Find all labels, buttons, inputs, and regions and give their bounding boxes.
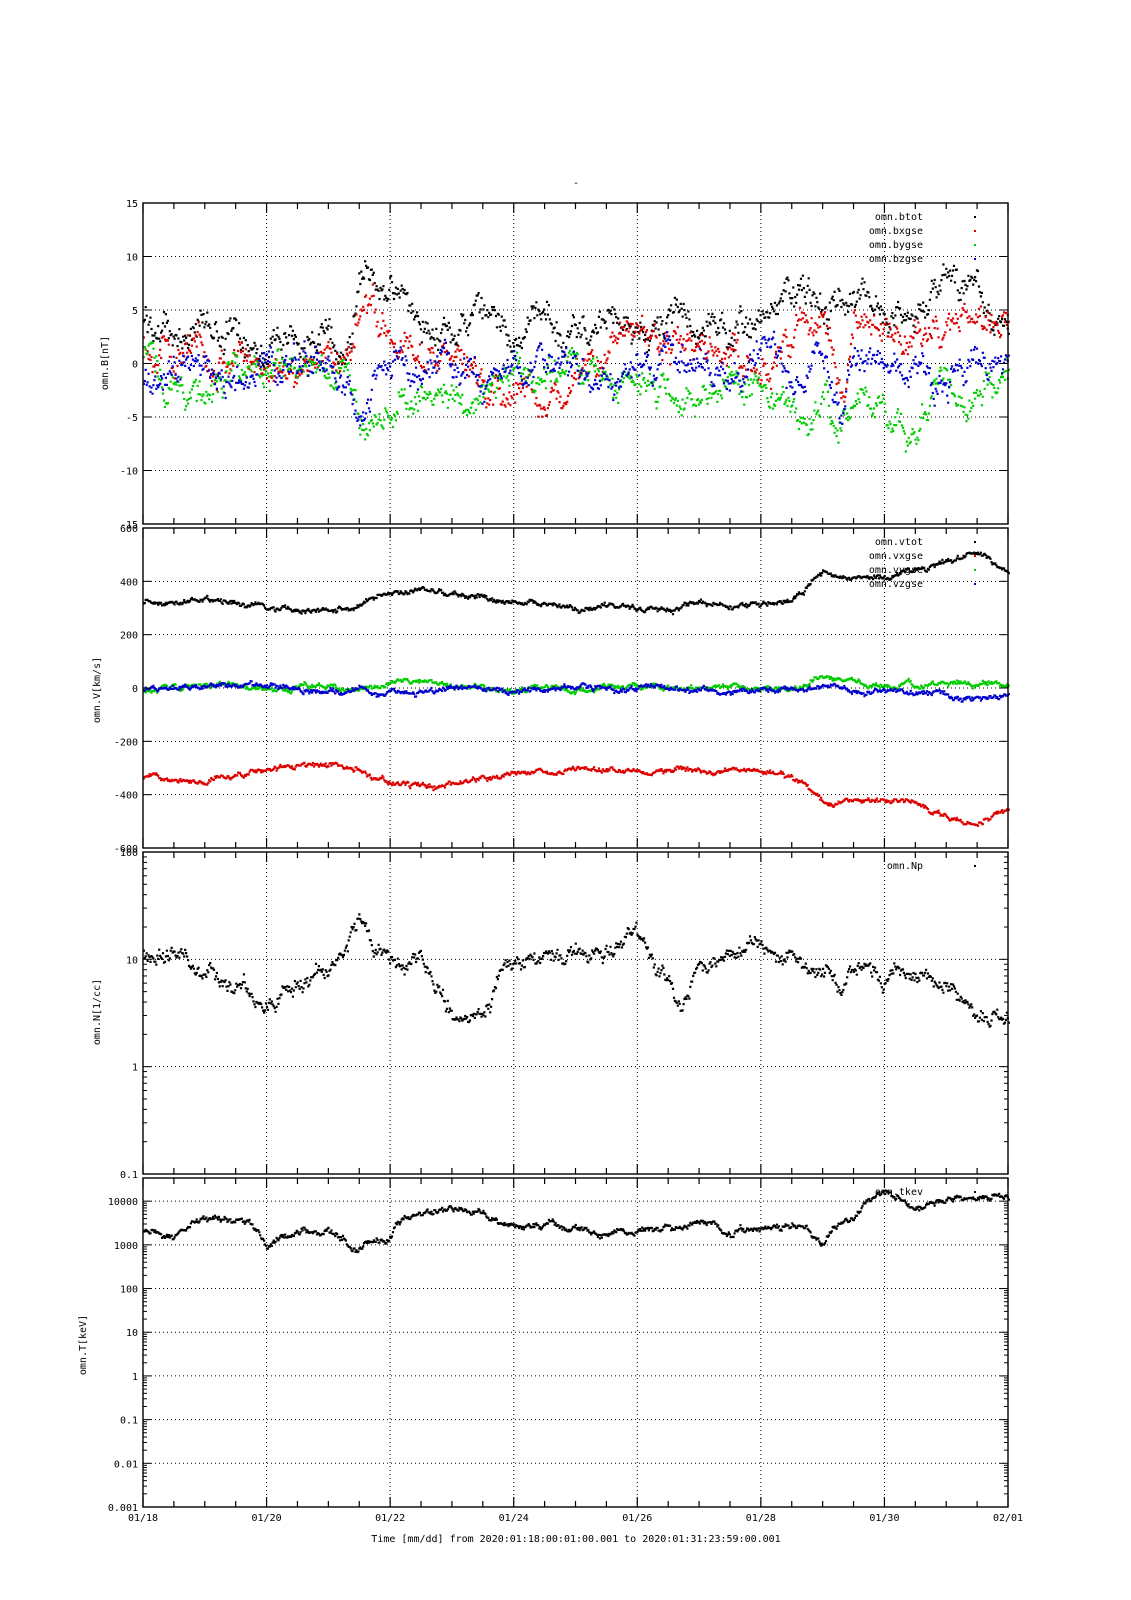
y-tick-label: 600 [120, 524, 138, 535]
legend-marker [974, 569, 976, 571]
ylabel-t: omn.T[keV] [78, 1315, 89, 1375]
legend-label: omn.tkev [875, 1187, 923, 1198]
y-tick-label: 0 [132, 360, 138, 371]
series-points-omn-vxgse [142, 761, 1010, 827]
x-tick-label: 01/24 [499, 1513, 529, 1524]
y-tick-label: -10 [120, 467, 138, 478]
y-tick-label: 10 [126, 955, 138, 966]
legend-b: omn.btot omn.bxgse omn.bygse omn.bzgse [869, 212, 976, 265]
x-tick-label: 01/30 [869, 1513, 899, 1524]
panel-b: 15 10 5 0 -5 -10 -15 omn.B[nT] omn.btot omn.bxg… [100, 199, 1010, 531]
series-points-omn-btot [142, 260, 1010, 368]
y-tick-label: 10 [126, 1328, 138, 1339]
y-tick-label: 1 [132, 1372, 138, 1383]
ticks-v [142, 527, 1009, 849]
series-points-omn-tkev [142, 1189, 1010, 1254]
y-tick-label: 400 [120, 577, 138, 588]
y-tick-label: 10000 [108, 1197, 138, 1208]
grid-t [143, 1178, 1008, 1507]
legend-marker [974, 216, 976, 218]
series-points-omn-vzgse [142, 680, 1010, 703]
y-tick-label: -600 [114, 844, 138, 855]
y-tick-label: 1 [132, 1063, 138, 1074]
series-points-omn-vtot [142, 551, 1010, 616]
y-tick-label: 0.01 [114, 1459, 138, 1470]
y-tick-label: 5 [132, 306, 138, 317]
legend-t: omn.tkev [875, 1187, 976, 1198]
data-b [142, 260, 1010, 453]
y-tick-label: 100 [120, 848, 138, 859]
legend-n: omn.Np [887, 861, 976, 872]
x-tick-label: 01/18 [128, 1513, 158, 1524]
panel-n: 100 10 1 0.1 omn.N[1/cc] omn.Np [92, 848, 1010, 1181]
ylabel-b: omn.B[nT] [100, 336, 111, 390]
legend-label: omn.vzgse [869, 579, 923, 590]
legend-label: omn.vygse [869, 565, 923, 576]
x-tick-label: 01/26 [622, 1513, 652, 1524]
legend-label: omn.bxgse [869, 226, 923, 237]
ylabel-v: omn.V[km/s] [92, 657, 103, 723]
legend-marker [974, 258, 976, 260]
legend-label: omn.bygse [869, 240, 923, 251]
data-t [142, 1189, 1010, 1254]
y-tick-label: 1000 [114, 1241, 138, 1252]
data-v [142, 551, 1010, 827]
legend-marker [974, 865, 976, 867]
y-tick-labels-t: 10000 1000 100 10 1 0.1 0.01 0.001 [108, 1197, 138, 1514]
legend-v: omn.vtot omn.vxgse omn.vygse omn.vzgse [869, 537, 976, 590]
x-axis-title: Time [mm/dd] from 2020:01:18:00:01:00.00… [371, 1534, 780, 1545]
legend-marker [974, 244, 976, 246]
legend-marker [974, 541, 976, 543]
legend-label: omn.btot [875, 212, 923, 223]
y-tick-label: 0.1 [120, 1416, 138, 1427]
y-tick-label: 10 [126, 253, 138, 264]
frame-n [142, 851, 1009, 1175]
legend-label: omn.Np [887, 861, 923, 872]
legend-marker [974, 1191, 976, 1193]
legend-label: omn.bzgse [869, 254, 923, 265]
y-tick-label: 0 [132, 684, 138, 695]
y-tick-label: -5 [126, 413, 138, 424]
panel-v: 600 400 200 0 -200 -400 -600 omn.V[km/s] omn.v… [92, 524, 1010, 855]
y-tick-label: 100 [120, 1285, 138, 1296]
legend-label: omn.vtot [875, 537, 923, 548]
y-tick-label: 0.1 [120, 1170, 138, 1181]
x-tick-label: 01/22 [375, 1513, 405, 1524]
series-points-omn-bygse [142, 341, 1010, 453]
ylabel-n: omn.N[1/cc] [92, 979, 103, 1045]
y-tick-label: -400 [114, 791, 138, 802]
ticks-b [142, 202, 1009, 525]
series-points-omn-Np [142, 913, 1010, 1028]
panel-t: 10000 1000 100 10 1 0.1 0.01 0.001 omn.T[keV] o… [78, 1177, 1010, 1514]
y-tick-label: 15 [126, 199, 138, 210]
x-tick-label: 01/28 [746, 1513, 776, 1524]
ticks-t [142, 1178, 1009, 1508]
y-tick-label: 200 [120, 631, 138, 642]
grid-n [143, 852, 1008, 1174]
legend-marker [974, 555, 976, 557]
y-tick-label: -200 [114, 737, 138, 748]
ticks-n [142, 851, 1009, 1175]
legend-label: omn.vxgse [869, 551, 923, 562]
y-tick-label: 0.001 [108, 1503, 138, 1514]
x-tick-labels: 01/18 01/20 01/22 01/24 01/26 01/28 01/30 02/01 [128, 1513, 1023, 1524]
y-tick-label: -15 [120, 520, 138, 531]
y-tick-labels-v: 600 400 200 0 -200 -400 -600 [114, 524, 138, 855]
x-tick-label: 02/01 [993, 1513, 1023, 1524]
figure-top-title: - [573, 178, 579, 189]
legend-marker [974, 230, 976, 232]
legend-marker [974, 583, 976, 585]
y-tick-labels-b: 15 10 5 0 -5 -10 -15 [120, 199, 138, 531]
x-tick-label: 01/20 [252, 1513, 282, 1524]
y-tick-labels-n: 100 10 1 0.1 [120, 848, 138, 1181]
data-n [142, 913, 1010, 1028]
series-points-omn-bzgse [142, 330, 1010, 427]
